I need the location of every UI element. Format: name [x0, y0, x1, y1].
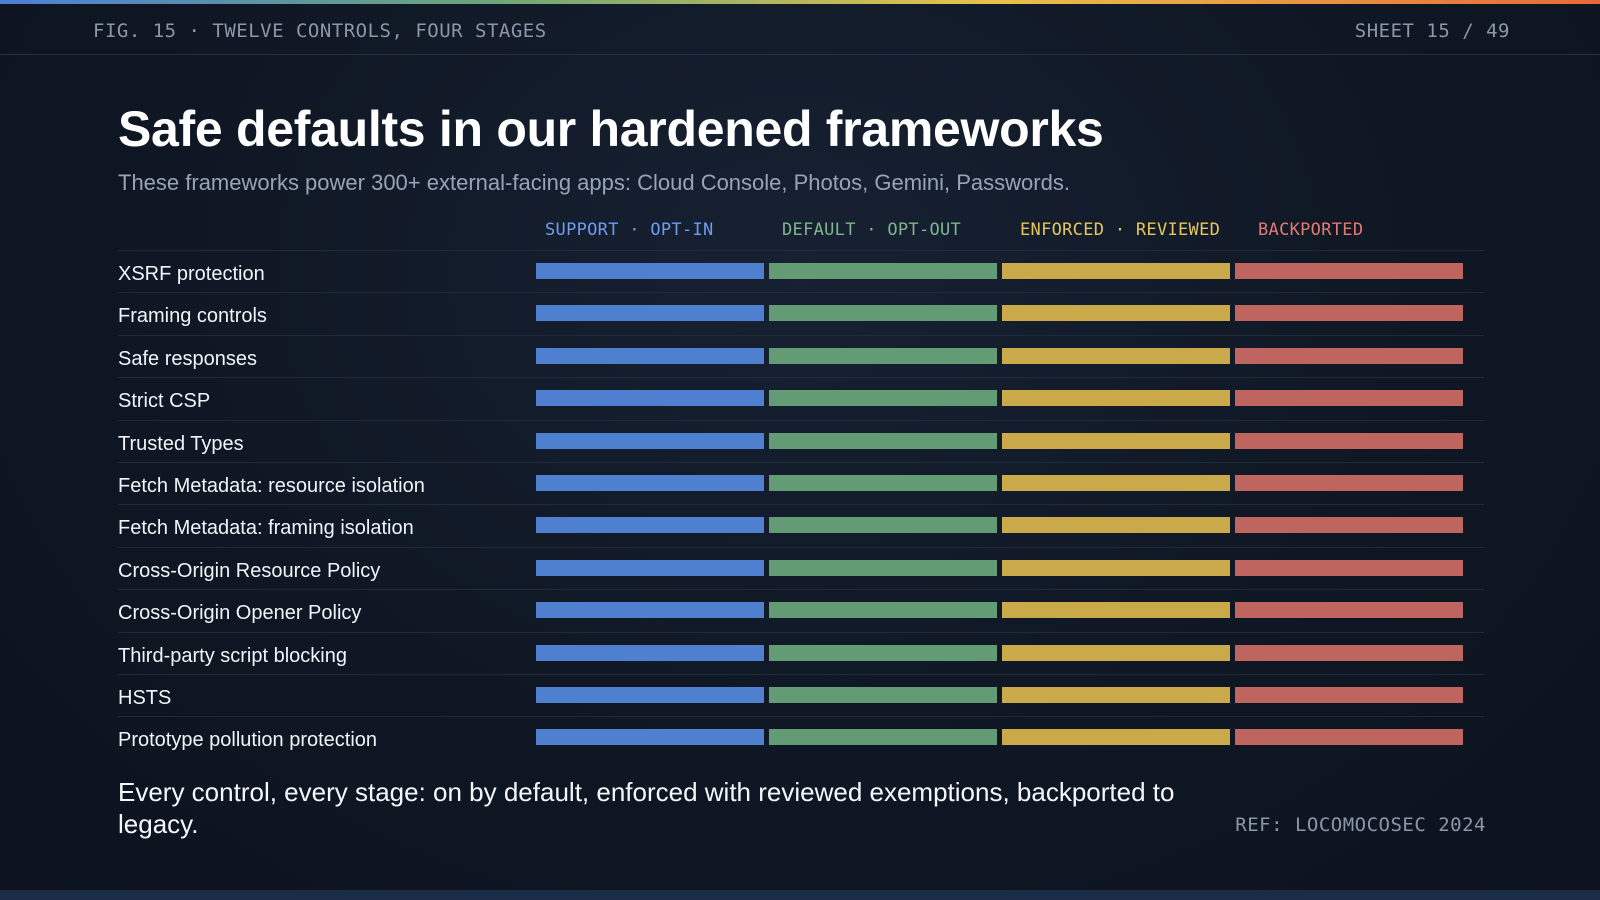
stage-bar-1: [536, 602, 764, 619]
slide-title: Safe defaults in our hardened frameworks: [118, 101, 1104, 157]
control-row: Framing controls: [118, 292, 1484, 334]
stage-bar-3: [1002, 517, 1230, 534]
control-label: Framing controls: [118, 305, 267, 328]
stage-bar-4: [1235, 559, 1463, 576]
stage-bar-2: [769, 305, 997, 322]
control-label: XSRF protection: [118, 263, 265, 285]
stage-bar-2: [769, 474, 997, 491]
stage-header-1: SUPPORT · OPT-IN: [545, 220, 714, 240]
stage-bar-3: [1002, 263, 1230, 279]
stage-bar-4: [1235, 729, 1463, 746]
stage-bar-1: [536, 390, 764, 407]
stage-bar-4: [1235, 432, 1463, 449]
stage-bar-2: [769, 347, 997, 364]
stage-bar-2: [769, 432, 997, 449]
stage-bar-3: [1002, 347, 1230, 364]
stage-bar-2: [769, 517, 997, 534]
stage-bar-2: [769, 263, 997, 279]
control-label: Prototype pollution protection: [118, 729, 378, 752]
stage-bar-1: [536, 474, 764, 491]
stage-bar-2: [769, 559, 997, 576]
control-label: Trusted Types: [118, 432, 244, 455]
stage-bar-4: [1235, 517, 1463, 534]
stage-bar-3: [1002, 686, 1230, 703]
stage-header-3: ENFORCED · REVIEWED: [1020, 220, 1221, 240]
stage-bar-2: [769, 390, 997, 407]
control-row: Fetch Metadata: framing isolation: [118, 504, 1484, 546]
stage-bar-4: [1235, 474, 1463, 491]
control-row: Fetch Metadata: resource isolation: [118, 461, 1484, 504]
control-row: Strict CSP: [118, 377, 1484, 419]
stage-bar-1: [536, 432, 764, 449]
control-label: Safe responses: [118, 347, 257, 370]
stage-bar-3: [1002, 390, 1230, 407]
reference-label: REF: LOCOMOCOSEC 2024: [1235, 814, 1486, 836]
stage-bar-2: [769, 602, 997, 619]
stage-bar-3: [1002, 644, 1230, 661]
control-row: Cross-Origin Opener Policy: [118, 589, 1484, 631]
control-label: Fetch Metadata: resource isolation: [118, 474, 425, 497]
control-label: Cross-Origin Resource Policy: [118, 559, 381, 582]
control-row: XSRF protection: [118, 250, 1484, 292]
bottom-accent-bar: [0, 890, 1600, 900]
control-label: HSTS: [118, 686, 172, 709]
stage-bar-4: [1235, 347, 1463, 364]
control-row: Safe responses: [118, 334, 1484, 377]
stage-bar-4: [1235, 305, 1463, 322]
control-label: Third-party script blocking: [118, 644, 347, 667]
stage-bar-1: [536, 644, 764, 661]
stage-bar-3: [1002, 602, 1230, 619]
stage-bar-3: [1002, 729, 1230, 746]
stage-bar-4: [1235, 390, 1463, 407]
stage-bar-1: [536, 263, 764, 279]
stage-bar-1: [536, 559, 764, 576]
sheet-counter: SHEET 15 / 49: [1354, 20, 1510, 42]
control-label: Strict CSP: [118, 390, 211, 413]
stage-bar-4: [1235, 263, 1463, 279]
controls-grid: XSRF protection Framing controls Safe resp…: [118, 250, 1484, 759]
stage-bar-4: [1235, 686, 1463, 703]
stage-header-2: DEFAULT · OPT-OUT: [782, 220, 962, 240]
stage-bar-4: [1235, 644, 1463, 661]
slide-subtitle: These frameworks power 300+ external-fac…: [118, 170, 1070, 195]
stage-bar-1: [536, 305, 764, 322]
stage-bar-3: [1002, 432, 1230, 449]
control-label: Fetch Metadata: framing isolation: [118, 517, 414, 540]
control-row: Cross-Origin Resource Policy: [118, 546, 1484, 589]
stage-bar-2: [769, 644, 997, 661]
control-row: Prototype pollution protection: [118, 716, 1484, 758]
footer-note: Every control, every stage: on by defaul…: [118, 777, 1175, 839]
stage-bar-1: [536, 347, 764, 364]
stage-bar-1: [536, 517, 764, 534]
control-row: Trusted Types: [118, 419, 1484, 462]
stage-bar-3: [1002, 474, 1230, 491]
top-accent-bar: [0, 0, 1600, 4]
stage-bar-2: [769, 729, 997, 746]
slide-header: FIG. 15 · TWELVE CONTROLS, FOUR STAGES S…: [0, 4, 1600, 55]
stage-bar-3: [1002, 559, 1230, 576]
stage-bar-2: [769, 686, 997, 703]
control-row: Third-party script blocking: [118, 631, 1484, 674]
stage-bar-4: [1235, 602, 1463, 619]
stage-header-4: BACKPORTED: [1258, 220, 1364, 240]
stage-bar-1: [536, 729, 764, 746]
stage-bar-1: [536, 686, 764, 703]
control-label: Cross-Origin Opener Policy: [118, 602, 362, 625]
control-row: HSTS: [118, 673, 1484, 716]
stage-bar-3: [1002, 305, 1230, 322]
figure-label: FIG. 15 · TWELVE CONTROLS, FOUR STAGES: [93, 20, 547, 42]
